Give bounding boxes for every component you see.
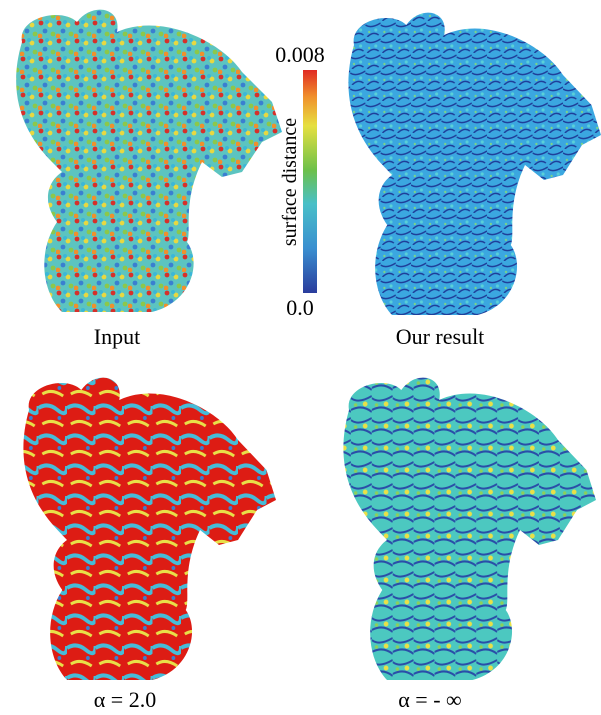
colorbar-max: 0.008 <box>275 42 325 67</box>
colorbar-title: surface distance <box>279 118 301 246</box>
alpha2-render <box>23 377 277 680</box>
caption: Our result <box>396 324 485 349</box>
alphainf-render <box>343 377 596 680</box>
input-render <box>16 9 283 312</box>
caption: Input <box>94 324 140 349</box>
caption: α = - ∞ <box>398 687 461 712</box>
result-render <box>348 12 601 315</box>
colorbar-min: 0.0 <box>286 295 314 320</box>
caption: α = 2.0 <box>94 687 156 712</box>
colorbar <box>303 70 317 293</box>
